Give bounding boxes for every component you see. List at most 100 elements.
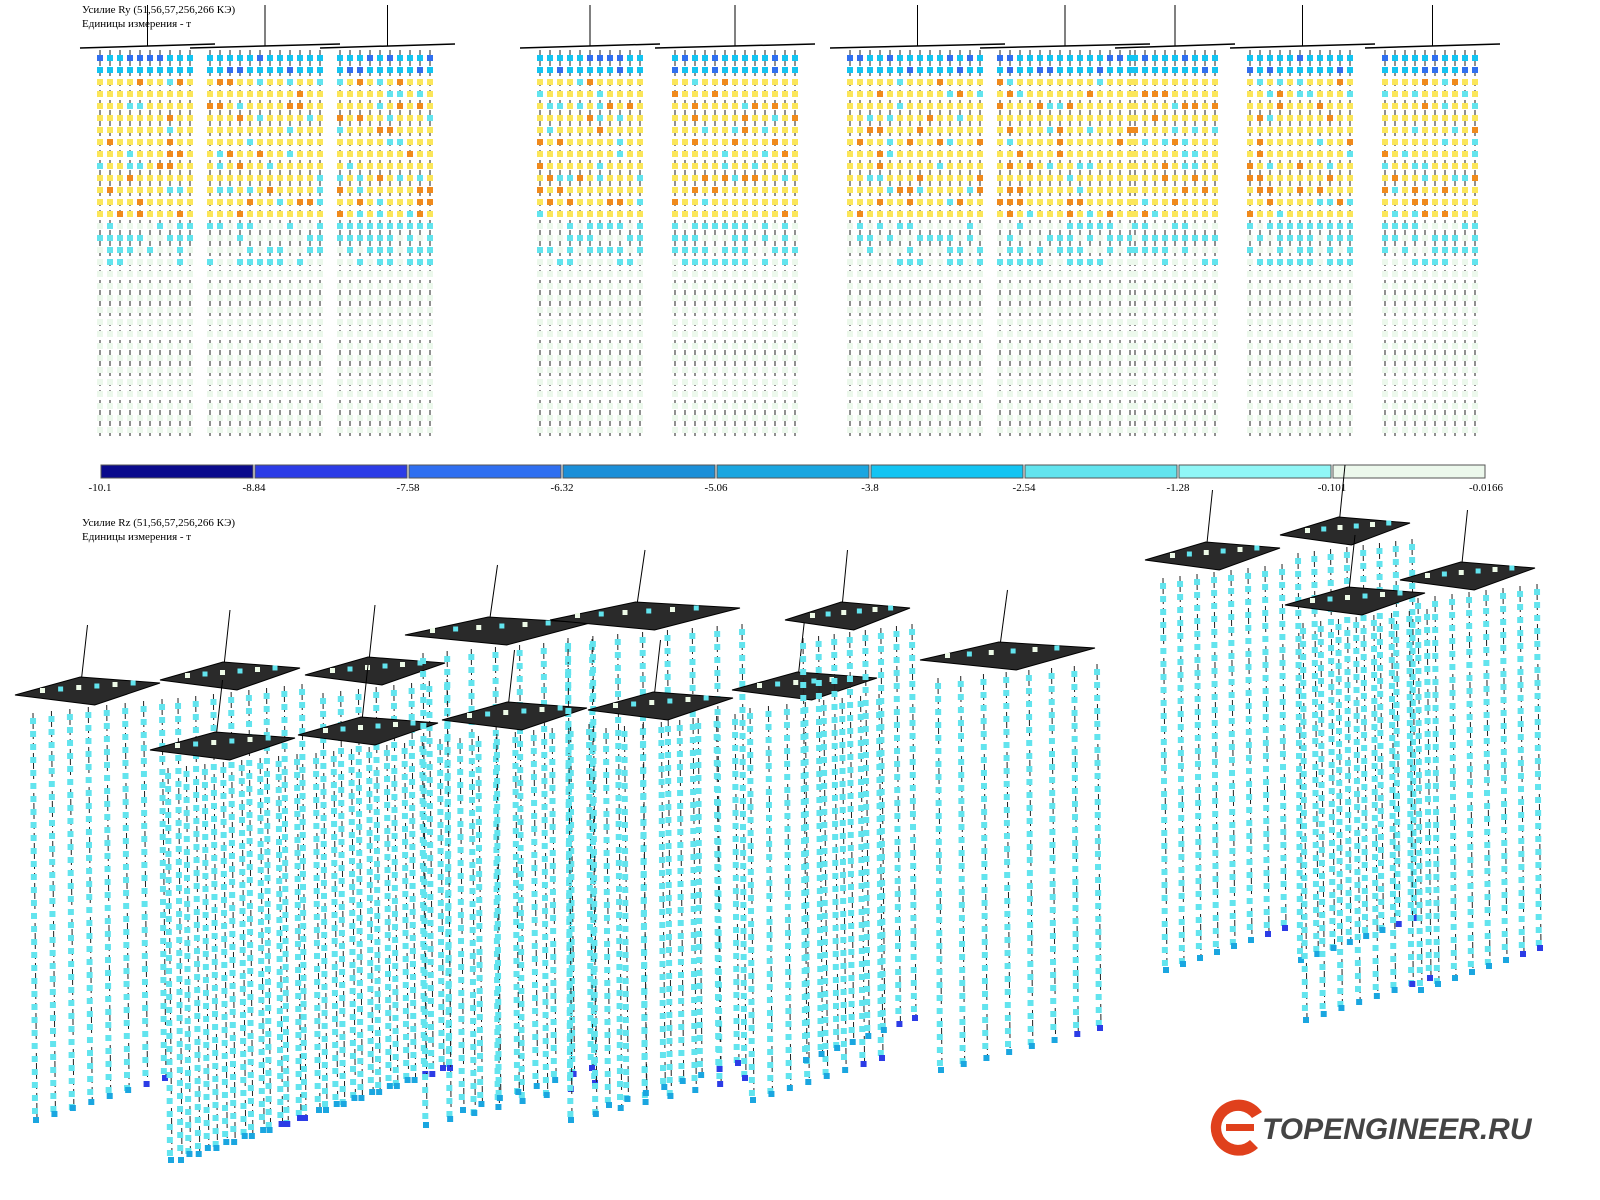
node	[265, 1044, 272, 1050]
node	[409, 909, 416, 915]
node	[1142, 139, 1148, 145]
node	[97, 391, 103, 397]
node	[387, 115, 393, 121]
node	[917, 175, 923, 181]
node	[587, 163, 593, 169]
node	[31, 926, 38, 932]
node	[887, 55, 893, 61]
node	[247, 307, 253, 313]
node	[752, 151, 758, 157]
node	[867, 355, 873, 361]
node	[1402, 91, 1408, 97]
node	[408, 740, 415, 746]
node	[367, 79, 373, 85]
node	[347, 427, 353, 433]
node	[348, 806, 355, 812]
node	[247, 343, 253, 349]
node	[732, 127, 738, 133]
node	[1172, 331, 1178, 337]
node	[877, 403, 883, 409]
node	[1057, 67, 1063, 73]
node	[1077, 91, 1083, 97]
node	[347, 115, 353, 121]
node	[427, 271, 433, 277]
node	[597, 115, 603, 121]
node	[1037, 295, 1043, 301]
node	[1107, 163, 1113, 169]
node	[857, 163, 863, 169]
node	[1337, 343, 1343, 349]
node	[792, 343, 798, 349]
node	[147, 355, 153, 361]
node	[1047, 319, 1053, 325]
node	[1077, 259, 1083, 265]
node	[947, 175, 953, 181]
node	[617, 259, 623, 265]
node	[1132, 163, 1138, 169]
node	[1152, 79, 1158, 85]
node	[321, 971, 328, 977]
node	[1412, 307, 1418, 313]
node	[1202, 355, 1208, 361]
node	[1472, 367, 1478, 373]
node	[1392, 379, 1398, 385]
node	[127, 187, 133, 193]
node	[175, 768, 182, 774]
node	[1192, 235, 1198, 241]
node	[277, 1112, 284, 1118]
node	[927, 163, 933, 169]
node	[49, 885, 56, 891]
node	[1277, 379, 1283, 385]
node	[917, 199, 923, 205]
node	[320, 763, 327, 769]
node	[1017, 403, 1023, 409]
node	[1097, 175, 1103, 181]
node	[1067, 355, 1073, 361]
node	[792, 271, 798, 277]
node	[264, 927, 271, 933]
node	[104, 853, 111, 859]
node	[127, 259, 133, 265]
node	[1412, 115, 1418, 121]
node	[207, 199, 213, 205]
node	[1287, 415, 1293, 421]
node	[332, 1055, 339, 1061]
node	[237, 271, 243, 277]
node	[1077, 79, 1083, 85]
node	[577, 379, 583, 385]
node	[1212, 403, 1218, 409]
node	[377, 79, 383, 85]
node	[1047, 235, 1053, 241]
node	[557, 91, 563, 97]
node	[1047, 103, 1053, 109]
node	[1472, 331, 1478, 337]
node	[267, 367, 273, 373]
node	[350, 1066, 357, 1072]
node	[68, 1052, 75, 1058]
node	[1007, 127, 1013, 133]
node	[157, 187, 163, 193]
node	[307, 379, 313, 385]
node	[427, 829, 434, 835]
node	[1212, 271, 1218, 277]
node	[752, 319, 758, 325]
node	[937, 271, 943, 277]
node	[672, 55, 678, 61]
node	[1247, 343, 1253, 349]
node	[97, 319, 103, 325]
node	[907, 115, 913, 121]
node	[927, 367, 933, 373]
node	[267, 427, 273, 433]
node	[1297, 343, 1303, 349]
node	[617, 223, 623, 229]
node	[377, 199, 383, 205]
node	[217, 427, 223, 433]
node	[1127, 163, 1133, 169]
node	[1402, 319, 1408, 325]
node	[160, 1029, 167, 1035]
node	[1442, 247, 1448, 253]
node	[229, 996, 236, 1002]
node	[428, 1024, 435, 1030]
node	[682, 343, 688, 349]
node	[672, 163, 678, 169]
